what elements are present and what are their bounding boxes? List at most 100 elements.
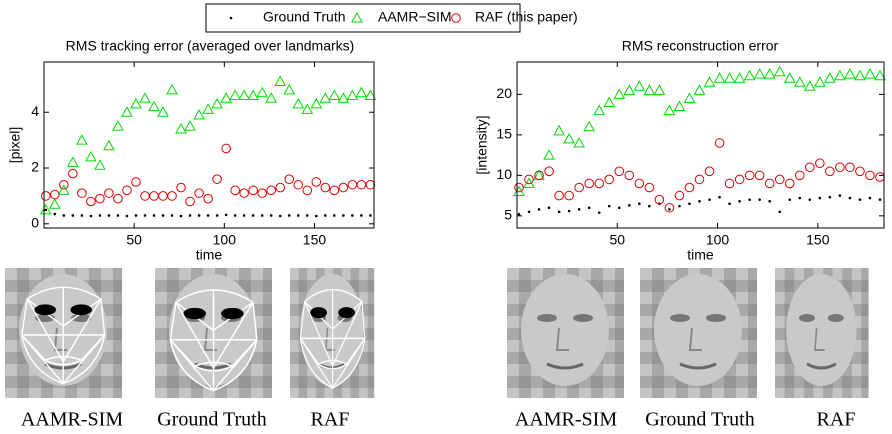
point bbox=[864, 68, 876, 79]
point bbox=[728, 202, 731, 206]
point bbox=[563, 132, 575, 144]
point bbox=[624, 170, 635, 181]
point bbox=[274, 75, 287, 87]
point bbox=[547, 206, 551, 210]
point bbox=[224, 213, 228, 217]
point bbox=[718, 195, 721, 199]
chart-title: RMS reconstruction error bbox=[622, 38, 779, 54]
point bbox=[688, 202, 691, 206]
point bbox=[848, 196, 852, 200]
point bbox=[310, 97, 323, 109]
x-tick-label: 100 bbox=[706, 232, 730, 248]
point bbox=[754, 170, 765, 181]
point bbox=[202, 103, 214, 114]
caption: AAMR-SIM bbox=[515, 409, 617, 431]
x-axis-label: time bbox=[196, 247, 223, 263]
point bbox=[215, 214, 219, 217]
point bbox=[878, 198, 882, 201]
legend-marker bbox=[351, 11, 363, 23]
point bbox=[62, 214, 66, 217]
caption: RAF bbox=[817, 409, 856, 431]
point bbox=[523, 177, 535, 188]
point bbox=[278, 214, 282, 218]
point bbox=[266, 185, 277, 196]
point bbox=[98, 214, 102, 217]
point bbox=[684, 182, 695, 193]
point bbox=[347, 179, 358, 190]
point bbox=[230, 185, 240, 196]
point bbox=[835, 162, 845, 173]
point bbox=[342, 214, 345, 217]
chart-title: RMS tracking error (averaged over landma… bbox=[66, 38, 355, 54]
point bbox=[734, 174, 745, 185]
point bbox=[188, 214, 192, 217]
point bbox=[634, 178, 645, 189]
point bbox=[152, 214, 156, 217]
point bbox=[161, 214, 165, 217]
point bbox=[184, 120, 196, 131]
legend-label: AAMR−SIM bbox=[378, 9, 452, 25]
point bbox=[176, 182, 186, 193]
point bbox=[698, 199, 701, 203]
y-tick-label: 20 bbox=[496, 85, 512, 101]
point bbox=[678, 204, 681, 208]
point bbox=[804, 162, 815, 173]
point bbox=[89, 214, 93, 218]
point bbox=[613, 88, 626, 99]
point bbox=[116, 214, 120, 217]
point bbox=[583, 120, 596, 132]
point bbox=[593, 104, 606, 116]
point bbox=[798, 196, 802, 200]
point bbox=[39, 203, 52, 215]
point bbox=[167, 191, 177, 201]
point bbox=[302, 185, 313, 196]
point bbox=[104, 188, 114, 198]
point bbox=[356, 179, 367, 190]
point bbox=[537, 208, 541, 211]
point bbox=[587, 206, 591, 210]
point bbox=[534, 170, 544, 181]
point bbox=[292, 97, 305, 109]
legend-label: RAF (this paper) bbox=[475, 9, 578, 25]
point bbox=[683, 92, 696, 103]
point bbox=[514, 182, 524, 193]
y-axis-label: [intensity] bbox=[474, 115, 490, 174]
x-tick-label: 50 bbox=[609, 232, 625, 248]
point bbox=[553, 124, 565, 136]
point bbox=[242, 214, 246, 217]
legend-box bbox=[205, 3, 521, 33]
point bbox=[513, 185, 525, 197]
point bbox=[594, 178, 605, 189]
point bbox=[825, 166, 835, 177]
y-tick-label: 15 bbox=[496, 126, 512, 142]
point bbox=[247, 89, 260, 100]
point bbox=[86, 196, 96, 207]
point bbox=[603, 96, 616, 107]
point bbox=[818, 196, 822, 200]
point bbox=[220, 92, 232, 103]
point bbox=[544, 166, 554, 177]
y-tick-label: 2 bbox=[31, 159, 39, 175]
y-tick-label: 10 bbox=[496, 166, 512, 182]
x-tick-label: 150 bbox=[303, 232, 327, 248]
point bbox=[112, 120, 124, 131]
point bbox=[284, 174, 295, 184]
point bbox=[638, 202, 641, 206]
caption: RAF bbox=[311, 409, 350, 431]
point bbox=[668, 208, 671, 211]
point bbox=[738, 199, 741, 203]
point bbox=[564, 190, 574, 201]
point bbox=[238, 89, 251, 100]
point bbox=[733, 72, 746, 83]
point bbox=[257, 188, 267, 198]
point bbox=[708, 198, 711, 201]
point bbox=[644, 182, 655, 193]
point bbox=[212, 174, 222, 184]
point bbox=[314, 214, 318, 218]
point bbox=[256, 86, 269, 98]
point bbox=[320, 182, 331, 193]
point bbox=[113, 193, 123, 204]
point bbox=[95, 193, 105, 204]
point bbox=[774, 174, 785, 185]
point bbox=[723, 72, 736, 83]
